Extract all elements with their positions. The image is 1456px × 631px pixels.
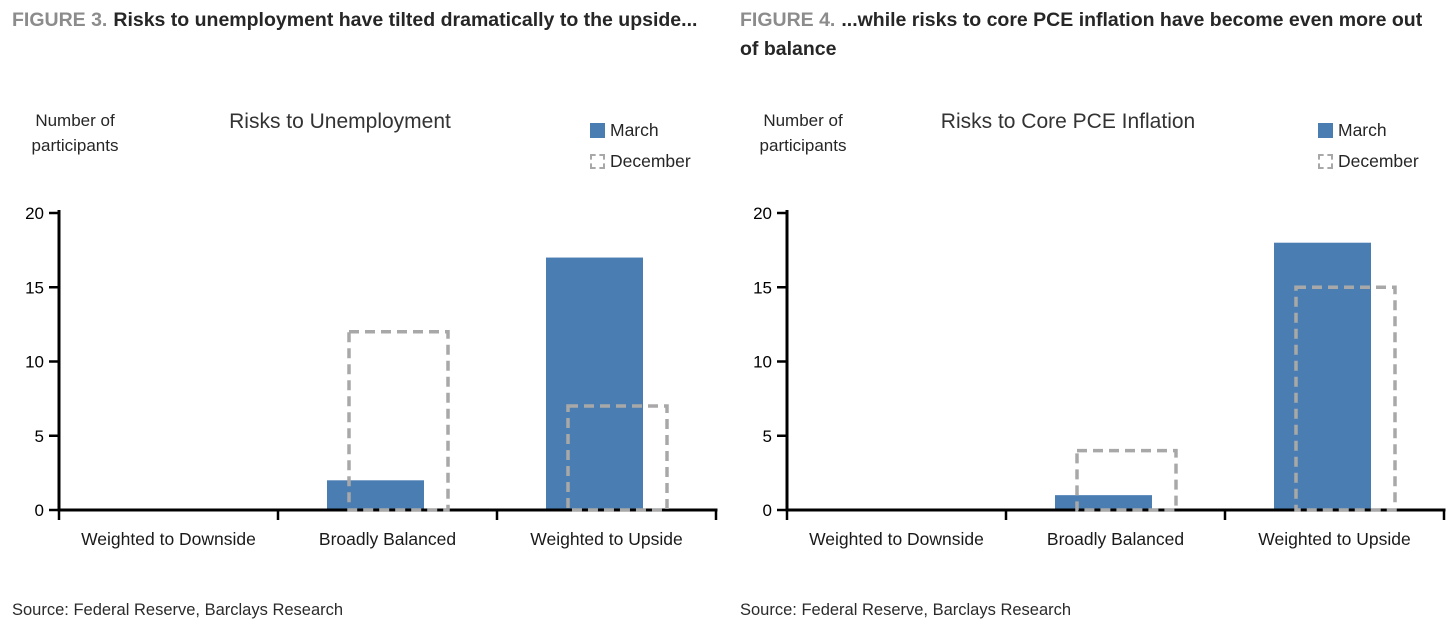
legend-label-march: March — [610, 119, 659, 140]
figure-heading: FIGURE 4. ...while risks to core PCE infl… — [740, 6, 1442, 64]
svg-text:5: 5 — [35, 427, 44, 446]
legend-item-march: March — [1318, 119, 1419, 141]
legend: March December — [1318, 119, 1419, 181]
svg-text:5: 5 — [763, 427, 772, 446]
y-axis-label: Number of participants — [759, 111, 847, 155]
category-label: Weighted to Upside — [530, 529, 683, 549]
march-swatch-icon — [590, 122, 605, 138]
figure3-panel: FIGURE 3. Risks to unemployment have tilt… — [12, 6, 718, 619]
svg-text:0: 0 — [35, 501, 44, 520]
figure-heading-text: ...while risks to core PCE inflation hav… — [740, 9, 1423, 60]
legend-label-march: March — [1338, 119, 1387, 140]
svg-text:15: 15 — [753, 278, 772, 297]
category-label: Broadly Balanced — [1046, 529, 1185, 549]
legend-item-december: December — [590, 150, 691, 172]
figure-label: FIGURE 3. — [12, 9, 108, 31]
category-label: Weighted to Downside — [809, 529, 984, 549]
category-labels: Weighted to Downside Broadly Balanced We… — [59, 529, 716, 550]
category-label: Weighted to Downside — [81, 529, 256, 549]
category-labels: Weighted to Downside Broadly Balanced We… — [787, 529, 1444, 550]
figure-heading: FIGURE 3. Risks to unemployment have tilt… — [12, 6, 714, 35]
svg-text:20: 20 — [25, 204, 44, 223]
legend-item-march: March — [590, 119, 691, 141]
march-swatch-icon — [1318, 122, 1333, 138]
december-swatch-icon — [1318, 153, 1333, 169]
category-label: Weighted to Upside — [1258, 529, 1411, 549]
svg-text:20: 20 — [753, 204, 772, 223]
legend: March December — [590, 119, 691, 181]
chart-title: Risks to Core PCE Inflation — [940, 110, 1196, 133]
chart-title: Risks to Unemployment — [229, 110, 451, 133]
december-swatch-icon — [590, 153, 605, 169]
legend-label-december: December — [610, 150, 691, 171]
legend-item-december: December — [1318, 150, 1419, 172]
figure-heading-text: Risks to unemployment have tilted dramat… — [113, 9, 698, 31]
legend-label-december: December — [1338, 150, 1419, 171]
category-label: Broadly Balanced — [318, 529, 457, 549]
svg-text:10: 10 — [25, 353, 44, 372]
svg-text:10: 10 — [753, 353, 772, 372]
figure4-panel: FIGURE 4. ...while risks to core PCE infl… — [728, 0, 1456, 631]
source-note: Source: Federal Reserve, Barclays Resear… — [12, 601, 344, 619]
svg-text:0: 0 — [763, 501, 772, 520]
svg-text:15: 15 — [25, 278, 44, 297]
y-axis-label: Number of participants — [31, 111, 119, 155]
figure-label: FIGURE 4. — [740, 9, 836, 31]
source-note: Source: Federal Reserve, Barclays Resear… — [740, 601, 1072, 619]
